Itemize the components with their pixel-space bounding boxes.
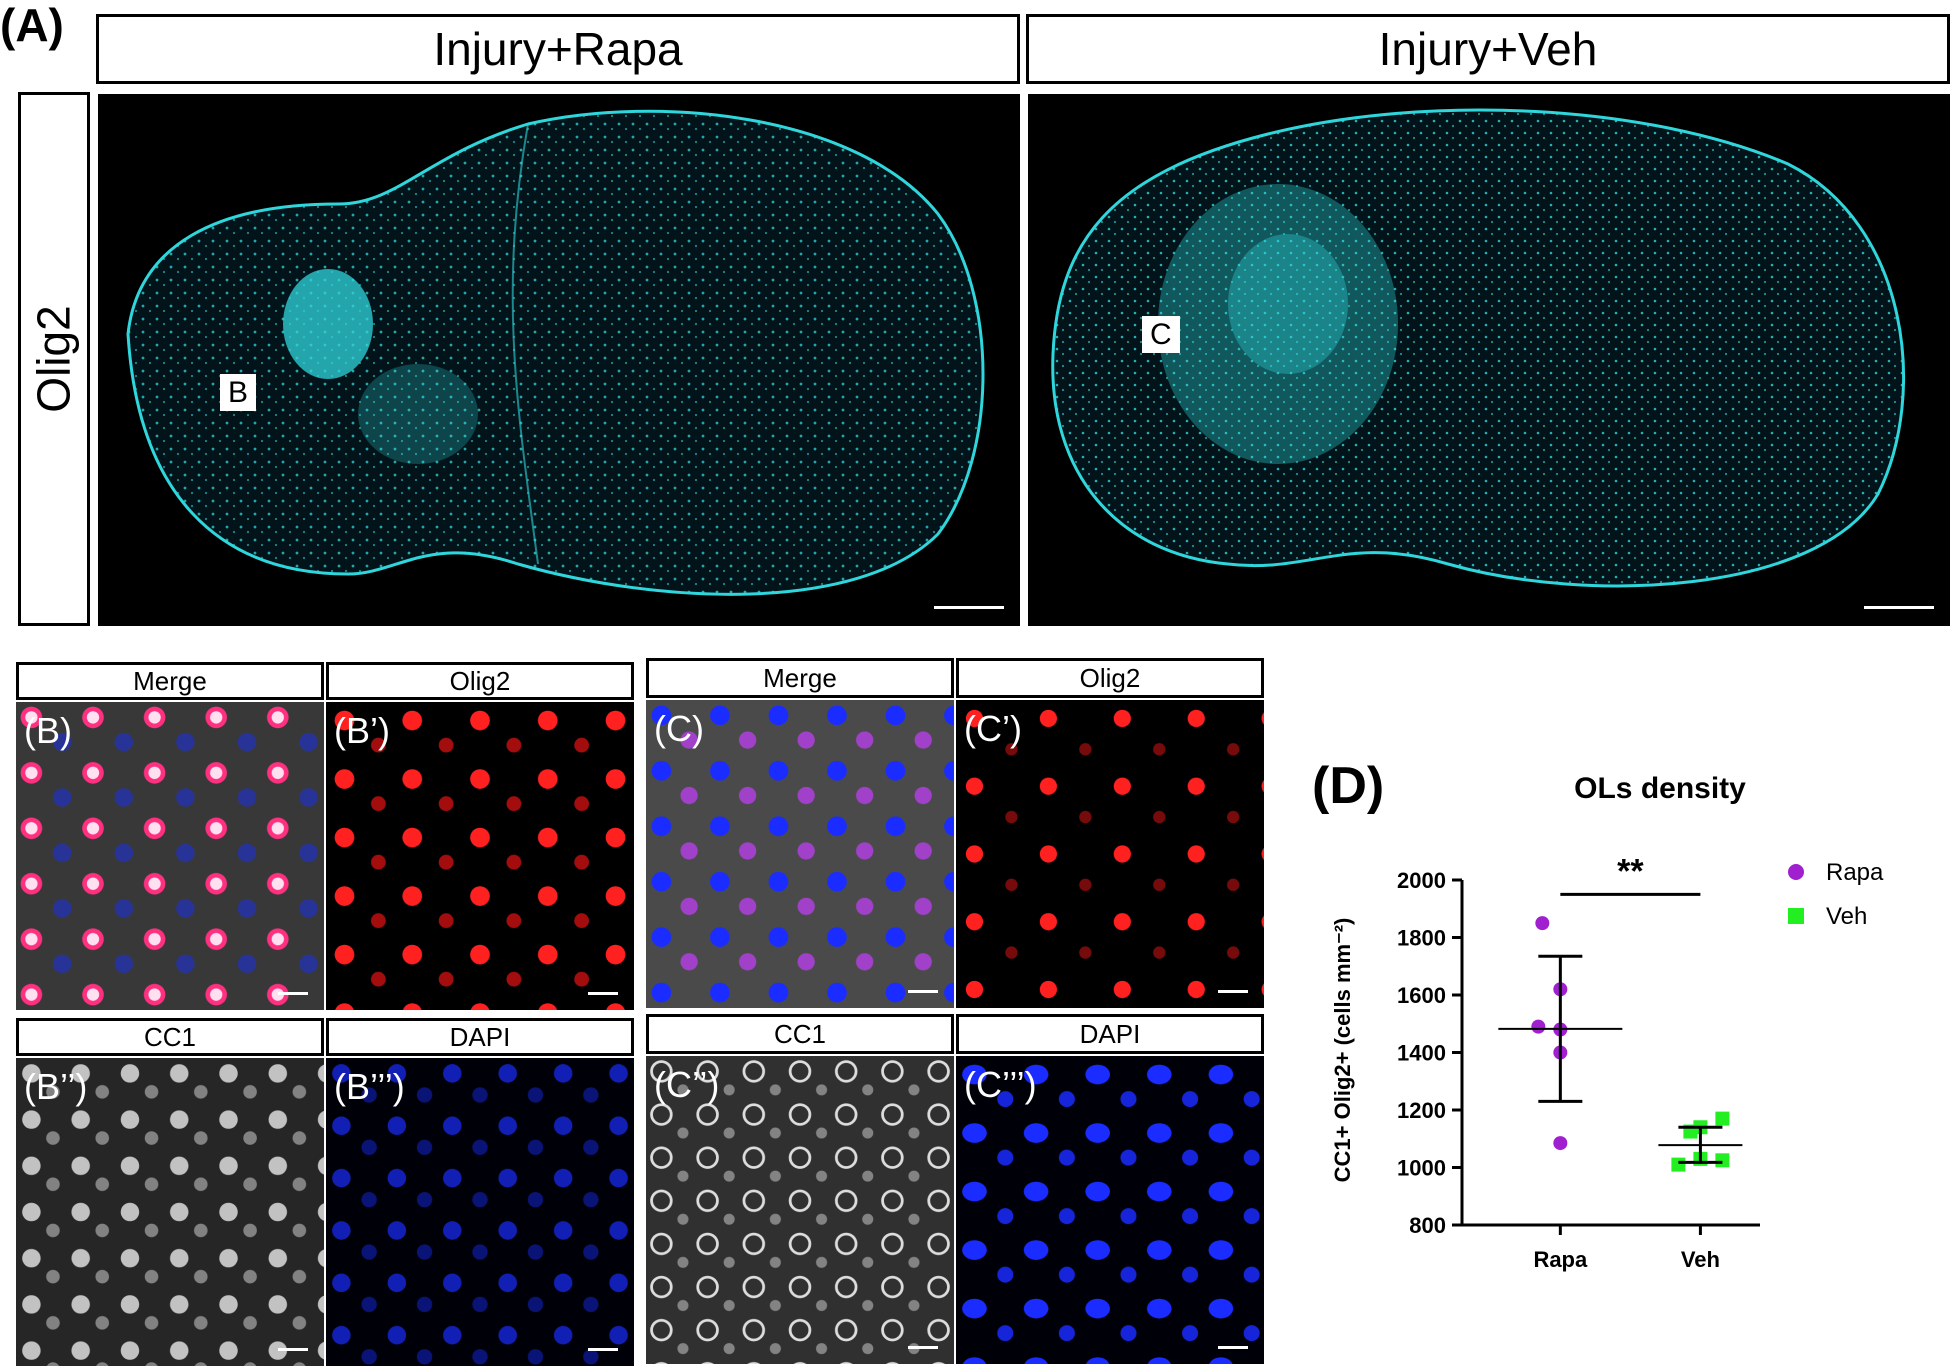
micrograph-b-cc1: (B’’) (16, 1058, 324, 1366)
scale-bar (908, 990, 938, 993)
header-c-olig2-text: Olig2 (1079, 662, 1141, 693)
header-b-olig2: Olig2 (326, 662, 634, 700)
inset-label-c: C (1142, 316, 1180, 353)
legend-label-veh: Veh (1826, 903, 1867, 930)
y-tick-label: 800 (1409, 1213, 1446, 1238)
header-c-dapi: DAPI (956, 1014, 1264, 1054)
data-point-veh (1671, 1157, 1686, 1172)
micrograph-c-merge: (C) (646, 700, 954, 1008)
y-axis: 800 1000 1200 1400 1600 1800 2000 (1397, 868, 1464, 1238)
data-point-rapa (1535, 916, 1550, 931)
panel-d-letter: (D) (1312, 757, 1385, 815)
micrograph-c-cc1: (C’’) (646, 1056, 954, 1364)
x-axis: Rapa Veh (1462, 1223, 1760, 1272)
y-tick-label: 1000 (1397, 1156, 1446, 1181)
spinal-cord-image-veh: C (1028, 94, 1950, 626)
scale-bar (588, 1348, 618, 1351)
micrograph-b-merge: (B) (16, 702, 324, 1010)
x-tick-label: Veh (1681, 1247, 1720, 1272)
label-b-double-prime: (B’’) (24, 1066, 88, 1107)
scale-bar (908, 1346, 938, 1349)
col-title-rapa: Injury+Rapa (96, 14, 1020, 84)
panel-a-letter: (A) (0, 0, 64, 51)
scale-bar (934, 606, 1004, 609)
chart-marks (1498, 916, 1743, 1172)
ols-density-chart: OLs density 800100012001400160018002000 … (1330, 772, 1884, 1272)
micrograph-c-dapi: (C’’’) (956, 1056, 1264, 1364)
header-b-dapi-text: DAPI (449, 1021, 511, 1052)
label-c-double-prime: (C’’) (654, 1064, 720, 1105)
y-tick-label: 1600 (1397, 983, 1446, 1008)
scale-bar (1864, 606, 1934, 609)
header-c-olig2: Olig2 (956, 658, 1264, 698)
header-c-dapi-text: DAPI (1079, 1018, 1141, 1049)
chart-legend: Rapa Veh (1788, 859, 1884, 930)
label-c: (C) (654, 708, 704, 749)
y-axis-label: CC1+ Olig2+ (cells mm⁻²) (1330, 918, 1355, 1183)
scale-bar (278, 992, 308, 995)
chart-title: OLs density (1574, 772, 1746, 805)
label-c-triple-prime: (C’’’) (964, 1064, 1037, 1105)
spinal-cord-image-rapa: B (98, 94, 1020, 626)
data-point-rapa (1553, 1136, 1568, 1151)
legend-label-rapa: Rapa (1826, 859, 1884, 886)
micrograph-b-olig2: (B’) (326, 702, 634, 1010)
col-title-veh-text: Injury+Veh (1378, 23, 1598, 75)
col-title-veh: Injury+Veh (1026, 14, 1950, 84)
header-c-merge: Merge (646, 658, 954, 698)
y-tick-label: 1800 (1397, 926, 1446, 951)
legend-marker-veh (1788, 908, 1804, 924)
label-b-prime: (B’) (334, 710, 390, 751)
header-b-olig2-text: Olig2 (449, 665, 511, 696)
header-b-cc1-text: CC1 (143, 1021, 196, 1052)
data-point-veh (1715, 1153, 1730, 1168)
scale-bar (1218, 990, 1248, 993)
header-c-cc1: CC1 (646, 1014, 954, 1054)
header-b-cc1: CC1 (16, 1018, 324, 1056)
y-tick-label: 1200 (1397, 1098, 1446, 1123)
inset-label-b: B (220, 374, 257, 411)
data-point-veh (1715, 1111, 1730, 1126)
label-b-triple-prime: (B’’’) (334, 1066, 405, 1107)
x-tick-label: Rapa (1533, 1247, 1588, 1272)
micrograph-b-dapi: (B’’’) (326, 1058, 634, 1366)
micrograph-c-olig2: (C’) (956, 700, 1264, 1008)
header-b-dapi: DAPI (326, 1018, 634, 1056)
header-b-merge-text: Merge (133, 665, 207, 696)
y-tick-label: 1400 (1397, 1041, 1446, 1066)
row-label-olig2: Olig2 (18, 92, 90, 626)
scale-bar (588, 992, 618, 995)
col-title-rapa-text: Injury+Rapa (433, 23, 683, 75)
label-c-prime: (C’) (964, 708, 1022, 749)
label-b: (B) (24, 710, 72, 751)
scale-bar (1218, 1346, 1248, 1349)
significance-stars: ** (1617, 852, 1644, 890)
y-tick-label: 2000 (1397, 868, 1446, 893)
header-b-merge: Merge (16, 662, 324, 700)
legend-marker-rapa (1788, 864, 1804, 880)
scale-bar (278, 1348, 308, 1351)
data-point-rapa (1531, 1019, 1546, 1034)
header-c-merge-text: Merge (763, 662, 837, 693)
row-label-olig2-text: Olig2 (28, 305, 81, 413)
header-c-cc1-text: CC1 (773, 1018, 826, 1049)
